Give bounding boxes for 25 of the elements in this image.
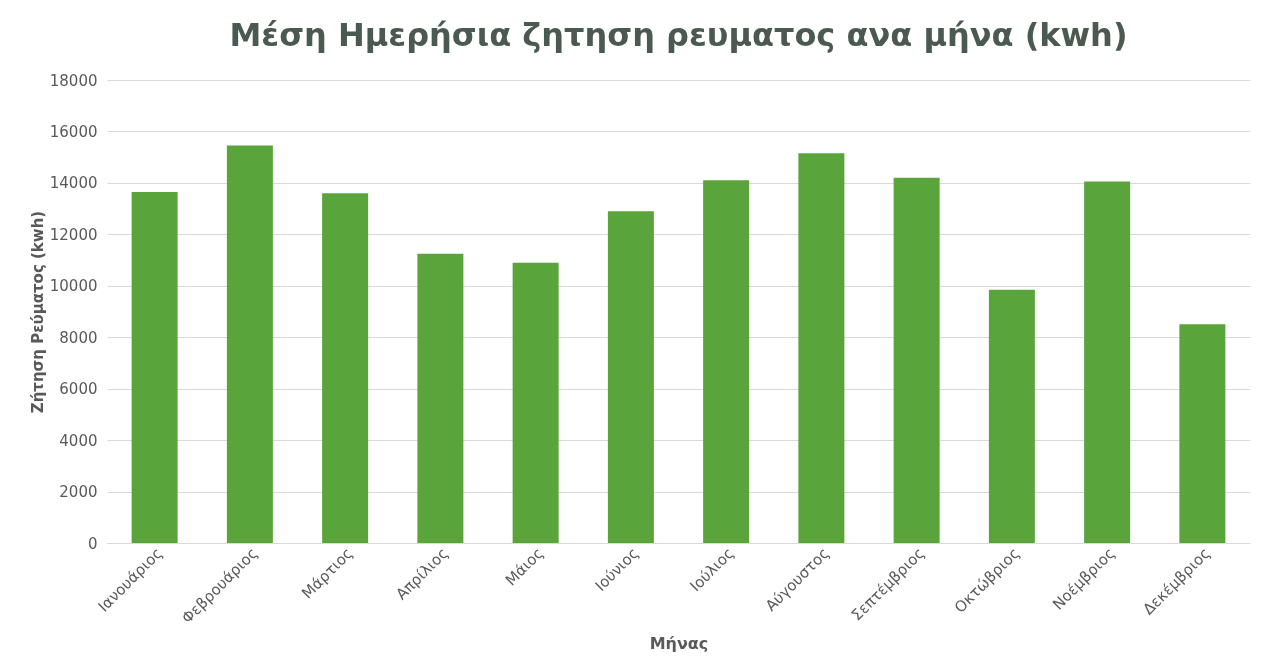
bar	[417, 253, 464, 543]
y-tick-label: 14000	[49, 174, 98, 193]
y-tick-label: 12000	[49, 225, 98, 244]
y-tick-label: 16000	[49, 122, 98, 141]
bar	[322, 193, 369, 543]
bar	[703, 180, 750, 543]
bar	[1084, 181, 1131, 543]
y-tick-label: 18000	[49, 71, 98, 90]
bar	[607, 211, 654, 543]
y-tick-label: 8000	[59, 328, 98, 347]
bar	[988, 289, 1035, 543]
y-tick-label: 2000	[59, 483, 98, 502]
bar	[131, 191, 178, 543]
y-tick-label: 6000	[59, 380, 98, 399]
bar	[1179, 324, 1226, 543]
y-tick-label: 0	[87, 534, 98, 553]
y-tick-label: 10000	[49, 277, 98, 296]
chart-title: Μέση Ημερήσια ζητηση ρευματος ανα μήνα (kwh)	[229, 16, 1128, 54]
y-axis-title: Ζήτηση Ρεύματος (kwh)	[28, 210, 47, 414]
y-tick-label: 4000	[59, 431, 98, 450]
bar	[512, 262, 559, 543]
bar	[893, 177, 940, 543]
bar	[226, 145, 273, 543]
x-axis-title: Μήνας	[649, 634, 709, 654]
bar	[798, 153, 845, 543]
